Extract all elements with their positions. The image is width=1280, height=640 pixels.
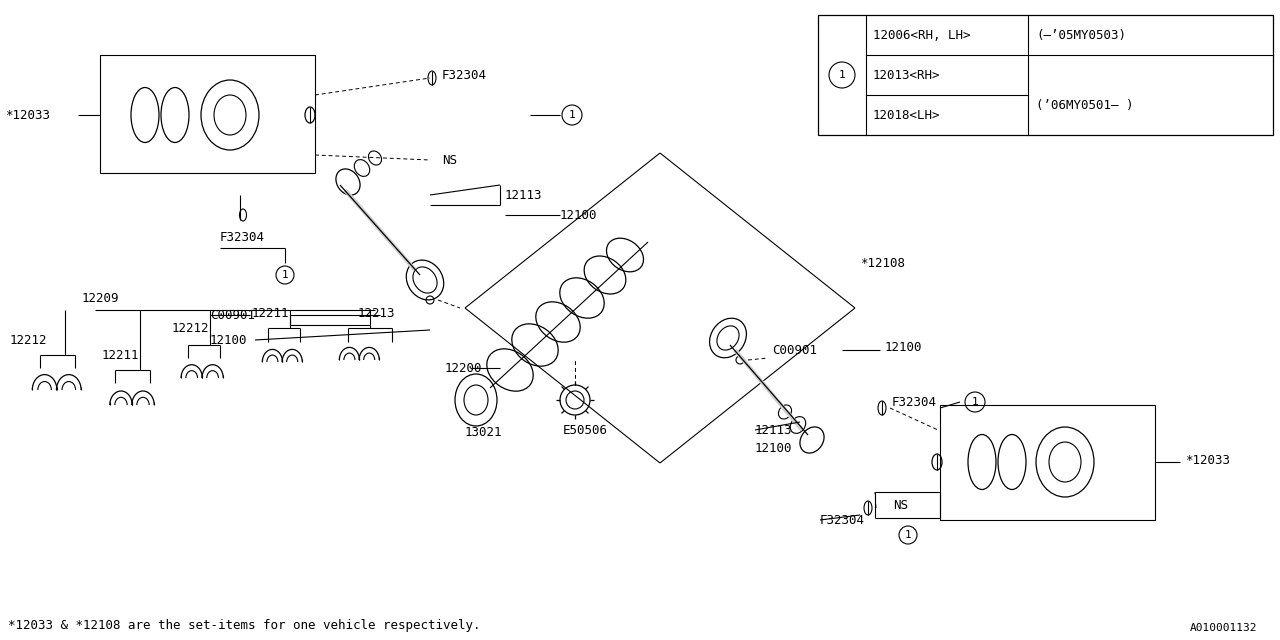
Text: E50506: E50506 — [563, 424, 608, 436]
Text: NS: NS — [893, 499, 908, 511]
Text: *12033: *12033 — [1185, 454, 1230, 467]
Text: F32304: F32304 — [442, 68, 486, 81]
Text: 1: 1 — [568, 110, 576, 120]
Text: 12113: 12113 — [506, 189, 543, 202]
Text: (–’05MY0503): (–’05MY0503) — [1036, 29, 1126, 42]
Text: 12209: 12209 — [82, 291, 119, 305]
Text: 12100: 12100 — [561, 209, 598, 221]
Text: 12211: 12211 — [252, 307, 289, 319]
Text: 12100: 12100 — [884, 340, 923, 353]
Bar — [940, 405, 1155, 520]
Text: C00901: C00901 — [772, 344, 817, 356]
Text: 12100: 12100 — [210, 333, 247, 346]
Text: (’06MY0501– ): (’06MY0501– ) — [1036, 99, 1134, 111]
Text: C00901: C00901 — [210, 308, 255, 321]
Text: 12211: 12211 — [102, 349, 140, 362]
Text: 12213: 12213 — [358, 307, 396, 319]
Text: NS: NS — [442, 154, 457, 166]
Text: 12013<RH>: 12013<RH> — [873, 68, 941, 81]
Text: 12212: 12212 — [10, 333, 47, 346]
Text: *12108: *12108 — [860, 257, 905, 269]
Text: 12100: 12100 — [755, 442, 792, 454]
Text: *12033 & *12108 are the set-items for one vehicle respectively.: *12033 & *12108 are the set-items for on… — [8, 618, 480, 632]
Text: *12033: *12033 — [5, 109, 50, 122]
Text: 12212: 12212 — [172, 321, 210, 335]
Text: A010001132: A010001132 — [1190, 623, 1257, 633]
Bar — [818, 15, 1274, 135]
Text: 1: 1 — [838, 70, 845, 80]
Bar — [100, 55, 315, 173]
Text: 13021: 13021 — [465, 426, 503, 438]
Text: F32304: F32304 — [820, 513, 865, 527]
Text: 12113: 12113 — [755, 424, 792, 436]
Text: 1: 1 — [972, 397, 978, 407]
Text: 1: 1 — [905, 530, 911, 540]
Text: F32304: F32304 — [220, 230, 265, 243]
Text: 12006<RH, LH>: 12006<RH, LH> — [873, 29, 970, 42]
Text: 12200: 12200 — [445, 362, 483, 374]
Text: 1: 1 — [282, 270, 288, 280]
Text: 12018<LH>: 12018<LH> — [873, 109, 941, 122]
Text: F32304: F32304 — [892, 396, 937, 408]
